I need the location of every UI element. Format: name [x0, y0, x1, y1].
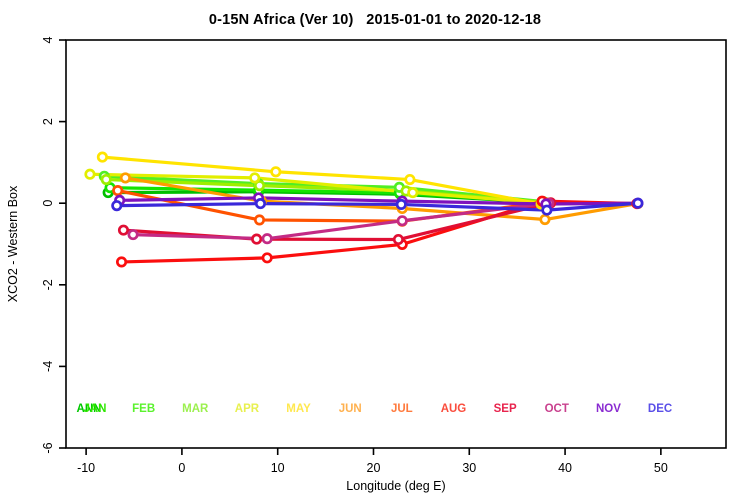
plot-box	[65, 39, 727, 449]
legend-label-ann: ANN	[77, 403, 102, 415]
series-marker-sep	[117, 224, 130, 236]
series-marker-may	[270, 166, 282, 178]
series-marker-dec	[541, 204, 553, 216]
series-marker-dec	[632, 197, 644, 209]
series-marker-jun	[539, 213, 551, 226]
y-tick-label: 4	[41, 36, 55, 43]
y-tick-label: -2	[41, 279, 55, 290]
chart-title: 0-15N Africa (Ver 10) 2015-01-01 to 2020…	[208, 12, 542, 28]
series-marker-jul	[112, 185, 124, 197]
x-tick-label: 0	[178, 461, 185, 475]
y-tick-label: -4	[41, 361, 55, 372]
x-tick-label: 30	[462, 461, 476, 475]
legend-label-dec: DEC	[648, 403, 672, 415]
x-tick-label: 50	[654, 461, 668, 475]
y-axis-label: XCO2 - Western Box	[6, 185, 20, 302]
legend-label-jun: JUN	[339, 403, 362, 415]
legend-label-jan: JAN	[83, 403, 106, 415]
series-marker-may	[96, 151, 108, 163]
series-marker-aug	[261, 252, 273, 264]
series-line-oct	[131, 201, 551, 241]
legend-label-nov: NOV	[596, 403, 621, 415]
series-marker-oct	[396, 215, 408, 227]
legend-label-aug: AUG	[441, 403, 467, 415]
series-marker-jul	[253, 214, 266, 226]
legend-label-sep: SEP	[494, 403, 517, 415]
series-marker-may	[404, 173, 416, 186]
series-marker-apr	[249, 172, 261, 184]
x-tick-label: 40	[558, 461, 572, 475]
legend-label-feb: FEB	[132, 403, 155, 415]
x-axis-label: Longitude (deg E)	[346, 479, 445, 493]
legend-label-mar: MAR	[182, 403, 209, 415]
series-marker-mar	[100, 173, 112, 186]
series-line-may	[100, 155, 543, 206]
series-marker-apr	[407, 187, 419, 199]
legend-label-may: MAY	[286, 403, 311, 415]
legend-label-apr: APR	[235, 403, 260, 415]
series-marker-dec	[395, 198, 407, 210]
series-marker-aug	[116, 256, 128, 268]
series-marker-oct	[127, 229, 139, 241]
series-marker-mar	[253, 180, 266, 192]
x-tick-label: 10	[271, 461, 285, 475]
y-tick-label: 2	[41, 118, 55, 125]
y-tick-label: -6	[41, 442, 55, 453]
series-line-sep	[121, 201, 553, 242]
series-marker-dec	[254, 198, 267, 210]
x-tick-label: 20	[367, 461, 381, 475]
series-line-apr	[88, 172, 548, 205]
y-tick-label: 0	[41, 200, 55, 207]
series-marker-sep	[251, 233, 263, 245]
series-marker-sep	[392, 233, 404, 246]
series-marker-jun	[119, 172, 131, 184]
x-tick-label: -10	[77, 461, 95, 475]
legend-label-jul: JUL	[391, 403, 413, 415]
series-marker-dec	[111, 200, 123, 212]
series-marker-oct	[261, 233, 273, 245]
series-marker-apr	[84, 168, 96, 180]
legend-label-oct: OCT	[545, 403, 569, 415]
